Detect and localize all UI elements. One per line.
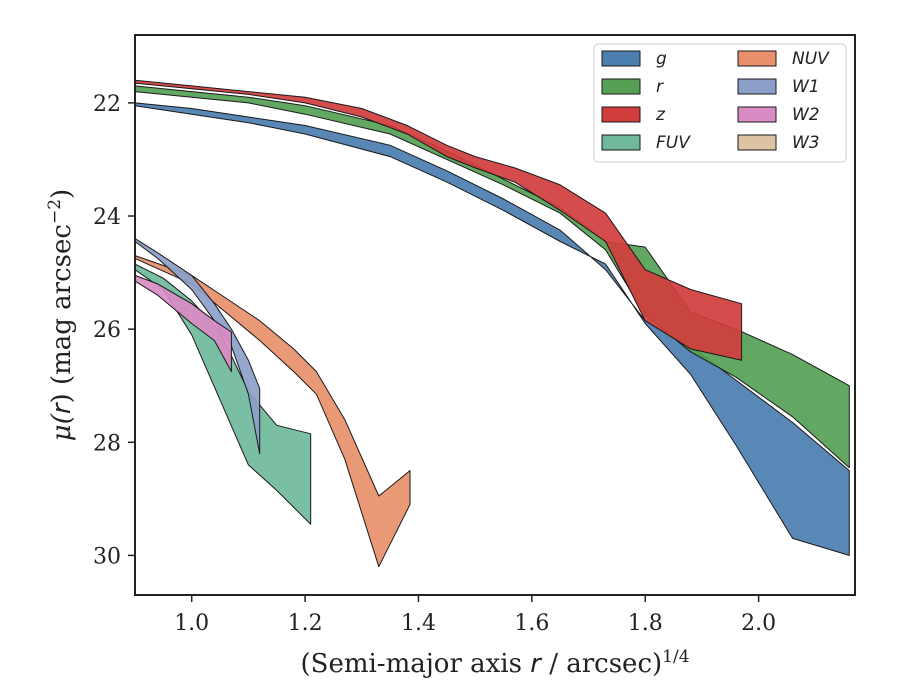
legend-label-z: z xyxy=(655,105,666,125)
x-tick-label: 1.8 xyxy=(628,611,663,636)
series-band-w2 xyxy=(134,274,232,373)
plot-frame xyxy=(134,34,856,596)
legend-label-r: r xyxy=(656,77,664,97)
legend-swatch-nuv xyxy=(737,50,777,67)
series-band-w1 xyxy=(134,238,261,455)
legend-label-fuv: FUV xyxy=(656,133,691,153)
legend-label-w2: W2 xyxy=(792,105,820,125)
legend-swatch-w1 xyxy=(737,78,777,95)
series-band-nuv xyxy=(134,255,411,568)
x-tick-label: 1.0 xyxy=(174,611,209,636)
legend-swatch-g xyxy=(601,50,641,67)
y-tick-label: 26 xyxy=(93,318,121,343)
x-axis-label-prefix: (Semi-major axis xyxy=(300,649,530,679)
y-tick-label: 22 xyxy=(93,92,121,117)
y-tick-label: 28 xyxy=(93,431,121,456)
legend-label-w3: W3 xyxy=(792,133,820,153)
series-layer xyxy=(134,79,850,568)
legend-swatch-z xyxy=(601,106,641,123)
legend: grz FUV NUV W1 W2 W3 xyxy=(593,43,847,163)
x-tick-label: 2.0 xyxy=(741,611,776,636)
y-axis-label: μ(r) (mag arcsec−2) xyxy=(45,189,77,441)
x-tick-label: 1.6 xyxy=(514,611,549,636)
legend-swatch-w2 xyxy=(737,106,777,123)
legend-label-nuv: NUV xyxy=(792,49,830,69)
series-band-g xyxy=(134,102,850,556)
y-axis-label-mu: μ( xyxy=(47,413,77,441)
axis-ticks: 1.0 1.2 1.4 1.6 1.8 2.0 22 24 26 28 30 xyxy=(93,92,776,636)
x-axis-label-var: r xyxy=(530,649,543,679)
y-axis-label-mid: ) (mag arcsec xyxy=(47,224,77,403)
legend-frame xyxy=(593,43,847,163)
y-axis-label-var: r xyxy=(47,401,77,414)
legend-swatch-w3 xyxy=(737,134,777,151)
x-tick-label: 1.4 xyxy=(401,611,436,636)
y-axis-label-end: ) xyxy=(47,189,77,199)
y-axis-label-exponent: −2 xyxy=(45,199,65,224)
x-tick-label: 1.2 xyxy=(288,611,323,636)
series-band-z xyxy=(134,79,743,361)
x-axis-label-suffix: / arcsec) xyxy=(541,649,662,679)
x-axis-label: (Semi-major axis r / arcsec)1/4 xyxy=(300,647,689,679)
x-axis-label-exponent: 1/4 xyxy=(662,647,689,667)
legend-swatch-r xyxy=(601,78,641,95)
legend-label-w1: W1 xyxy=(792,77,820,97)
legend-label-g: g xyxy=(656,49,667,69)
y-tick-label: 30 xyxy=(93,544,121,569)
legend-swatch-fuv xyxy=(601,134,641,151)
y-tick-label: 24 xyxy=(93,205,121,230)
